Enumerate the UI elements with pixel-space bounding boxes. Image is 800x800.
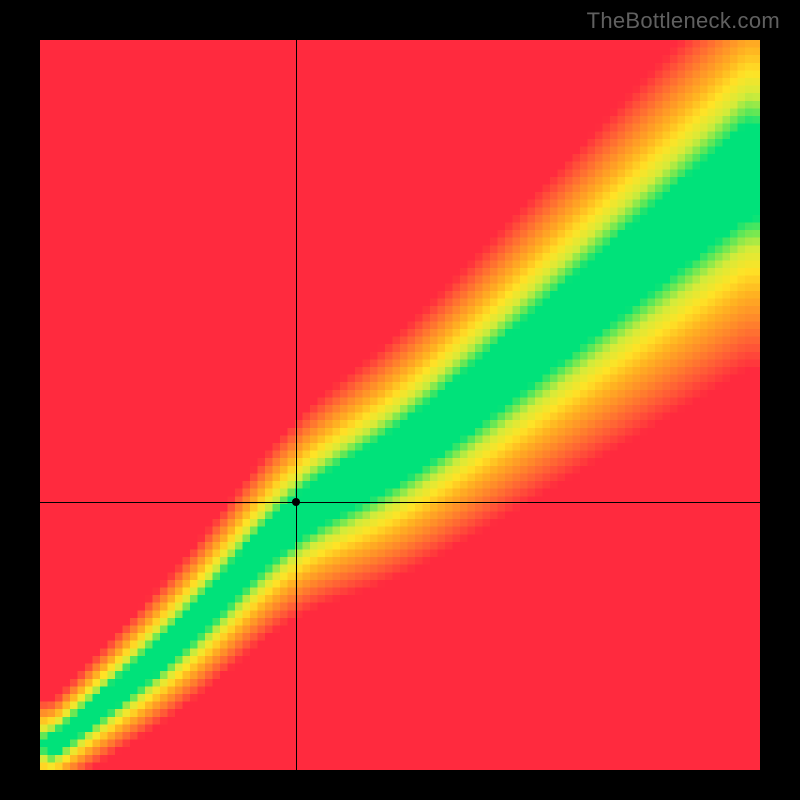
heatmap-canvas [40,40,760,770]
crosshair-horizontal [40,502,760,503]
chart-container: TheBottleneck.com [0,0,800,800]
crosshair-vertical [296,40,297,770]
heatmap-plot-area [40,40,760,770]
marker-point [292,498,300,506]
watermark-text: TheBottleneck.com [587,8,780,34]
